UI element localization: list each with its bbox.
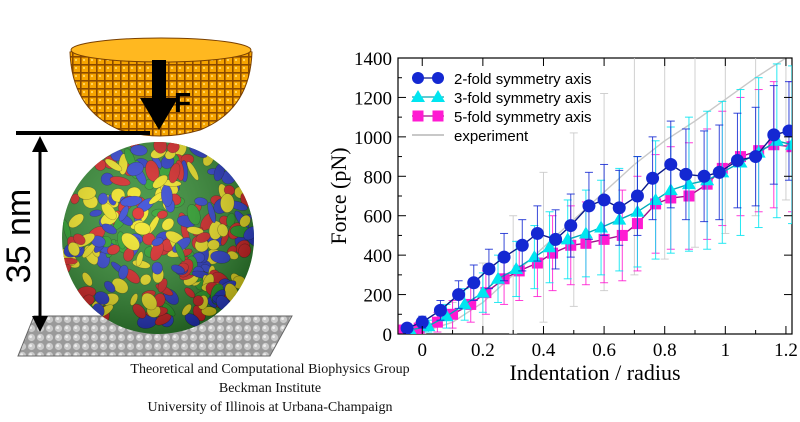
- force-arrow-icon: [140, 60, 178, 130]
- force-label: F: [174, 87, 191, 118]
- credits-institute: Beckman Institute: [218, 381, 322, 396]
- x-tick-label: 0.2: [471, 340, 495, 361]
- legend-item: 3-fold symmetry axis: [411, 90, 592, 107]
- legend-marker: [411, 90, 425, 102]
- legend-label: experiment: [454, 128, 529, 145]
- legend-marker: [412, 110, 424, 122]
- data-point: [475, 285, 490, 298]
- data-point: [465, 298, 477, 310]
- force-indentation-chart: 0 0.2 0.4 0.6 0.8 1 1.2 0 200 400 600 800 1000 1200 14…: [330, 49, 798, 385]
- data-point: [730, 154, 744, 168]
- data-point: [482, 262, 496, 276]
- data-point: [515, 238, 529, 252]
- legend-label: 2-fold symmetry axis: [454, 71, 592, 88]
- scale-arrow-up-icon: [32, 136, 48, 152]
- y-tick-label: 200: [364, 286, 393, 307]
- data-point: [564, 219, 578, 233]
- legend-marker: [432, 110, 444, 122]
- data-point: [439, 309, 454, 322]
- credits-university: University of Illinois at Urbana-Champai…: [147, 400, 393, 415]
- legend-item: experiment: [412, 128, 529, 145]
- series-circle-0: [400, 81, 792, 334]
- y-tick-label: 600: [364, 207, 393, 228]
- credits: Theoretical and Computational Biophysics…: [120, 360, 420, 417]
- data-point: [578, 226, 593, 239]
- data-point: [664, 157, 678, 171]
- data-point: [646, 171, 660, 185]
- data-point: [630, 189, 644, 203]
- y-tick-label: 0: [383, 325, 393, 346]
- legend-marker: [431, 90, 445, 102]
- legend-item: 2-fold symmetry axis: [412, 71, 592, 88]
- data-point: [582, 199, 596, 213]
- data-point: [531, 257, 543, 269]
- data-point: [712, 165, 726, 179]
- plot-area: [398, 58, 792, 334]
- data-point: [767, 128, 781, 142]
- legend-marker: [412, 72, 424, 84]
- data-point: [697, 169, 711, 183]
- data-point: [542, 240, 557, 253]
- data-point: [433, 303, 447, 317]
- data-point: [679, 167, 693, 181]
- x-tick-label: 0: [417, 340, 427, 361]
- legend-label: 5-fold symmetry axis: [454, 109, 592, 126]
- y-tick-label: 1400: [354, 49, 392, 70]
- x-axis-label: Indentation / radius: [509, 360, 680, 385]
- legend-marker: [432, 72, 444, 84]
- x-tick-label: 1: [721, 340, 731, 361]
- data-point: [612, 201, 626, 215]
- data-point: [415, 315, 429, 329]
- data-point: [597, 193, 611, 207]
- data-point: [400, 321, 414, 334]
- x-tick-label: 0.6: [592, 340, 616, 361]
- data-point: [431, 316, 443, 328]
- x-tick-label: 0.8: [653, 340, 677, 361]
- y-tick-label: 400: [364, 246, 393, 267]
- data-point: [467, 276, 481, 290]
- y-tick-label: 1000: [354, 128, 392, 149]
- data-point: [782, 124, 792, 138]
- legend-label: 3-fold symmetry axis: [454, 90, 592, 107]
- data-point: [594, 220, 609, 233]
- data-point: [452, 288, 466, 302]
- y-tick-label: 800: [364, 167, 393, 188]
- x-tick-label: 0.4: [532, 340, 556, 361]
- credits-group: Theoretical and Computational Biophysics…: [130, 362, 410, 377]
- x-tick-label: 1.2: [774, 340, 798, 361]
- afm-tip-top: [70, 37, 252, 63]
- data-point: [547, 247, 559, 259]
- afm-illustration: F 35 nm: [0, 37, 293, 357]
- scale-arrow-down-icon: [32, 316, 48, 332]
- data-point: [497, 250, 511, 264]
- data-point: [457, 297, 472, 310]
- y-axis-label: Force (pN): [330, 147, 351, 244]
- data-point: [447, 308, 459, 320]
- y-tick-label: 1200: [354, 88, 392, 109]
- size-label: 35 nm: [0, 189, 38, 284]
- data-point: [598, 233, 610, 245]
- legend: 2-fold symmetry axis 3-fold symmetry axis…: [411, 71, 592, 145]
- legend-item: 5-fold symmetry axis: [412, 109, 592, 126]
- data-point: [616, 229, 628, 241]
- data-point: [549, 232, 563, 246]
- data-point: [749, 150, 763, 164]
- virus-capsid: [62, 142, 254, 334]
- data-point: [530, 226, 544, 240]
